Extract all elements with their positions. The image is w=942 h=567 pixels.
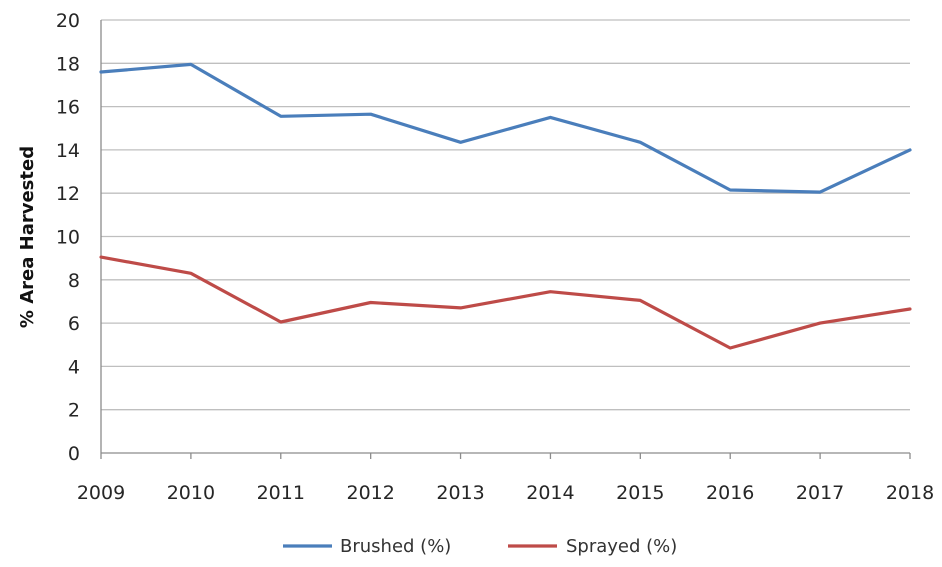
y-tick-label: 16 bbox=[56, 97, 80, 119]
y-tick-label: 14 bbox=[56, 140, 80, 162]
y-tick-labels: 0 2 4 6 8 10 12 14 16 18 20 bbox=[56, 10, 80, 465]
axes bbox=[100, 20, 910, 454]
x-tick-label: 2010 bbox=[167, 482, 215, 504]
y-tick-label: 2 bbox=[68, 400, 80, 422]
y-tick-label: 0 bbox=[68, 443, 80, 465]
y-tick-label: 4 bbox=[68, 356, 80, 378]
y-tick-label: 6 bbox=[68, 313, 80, 335]
series-lines bbox=[99, 62, 912, 350]
legend-label-0: Brushed (%) bbox=[340, 536, 451, 557]
y-tick-label: 10 bbox=[56, 227, 80, 249]
legend-label-1: Sprayed (%) bbox=[566, 536, 677, 557]
x-tick-label: 2017 bbox=[796, 482, 844, 504]
x-tick-labels: 2009 2010 2011 2012 2013 2014 2015 2016 2017 2018 bbox=[77, 453, 934, 504]
x-tick-label: 2018 bbox=[886, 482, 934, 504]
x-tick-label: 2012 bbox=[346, 482, 394, 504]
x-tick-label: 2013 bbox=[436, 482, 484, 504]
y-tick-label: 18 bbox=[56, 53, 80, 75]
y-tick-label: 20 bbox=[56, 10, 80, 32]
y-tick-label: 8 bbox=[68, 270, 80, 292]
series-line-1 bbox=[99, 255, 912, 350]
x-tick-label: 2014 bbox=[526, 482, 574, 504]
x-tick-label: 2016 bbox=[706, 482, 754, 504]
x-tick-label: 2009 bbox=[77, 482, 125, 504]
y-tick-label: 12 bbox=[56, 183, 80, 205]
x-tick-label: 2015 bbox=[616, 482, 664, 504]
legend: Brushed (%) Sprayed (%) bbox=[283, 536, 677, 557]
gridlines bbox=[101, 19, 910, 411]
y-axis-title: % Area Harvested bbox=[17, 146, 38, 328]
series-line-0 bbox=[99, 62, 912, 194]
x-tick-label: 2011 bbox=[257, 482, 305, 504]
